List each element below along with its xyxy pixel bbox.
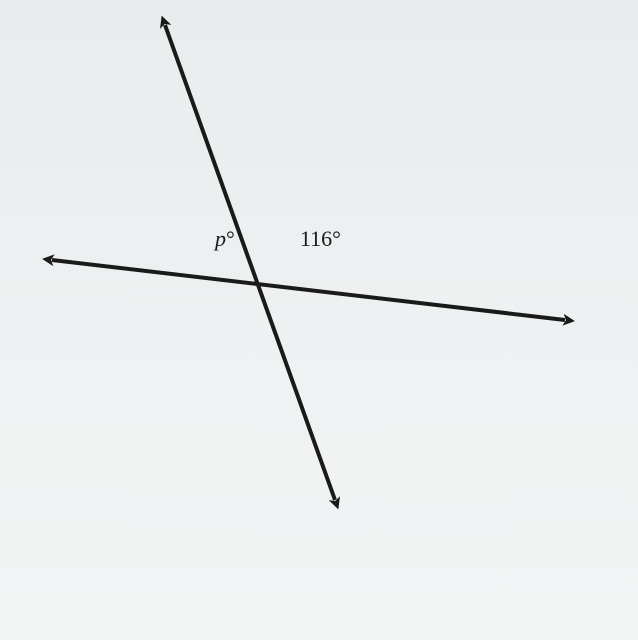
line-diagonal: [165, 25, 335, 500]
line-horizontal: [52, 260, 565, 320]
diagram-svg: [0, 0, 638, 640]
angle-116-text: 116°: [300, 226, 341, 251]
angle-p-variable: p: [215, 226, 226, 251]
angle-label-p: p°: [215, 226, 235, 252]
angle-label-116: 116°: [300, 226, 341, 252]
angle-p-degree: °: [226, 226, 235, 251]
intersecting-lines-diagram: p° 116°: [0, 0, 638, 640]
